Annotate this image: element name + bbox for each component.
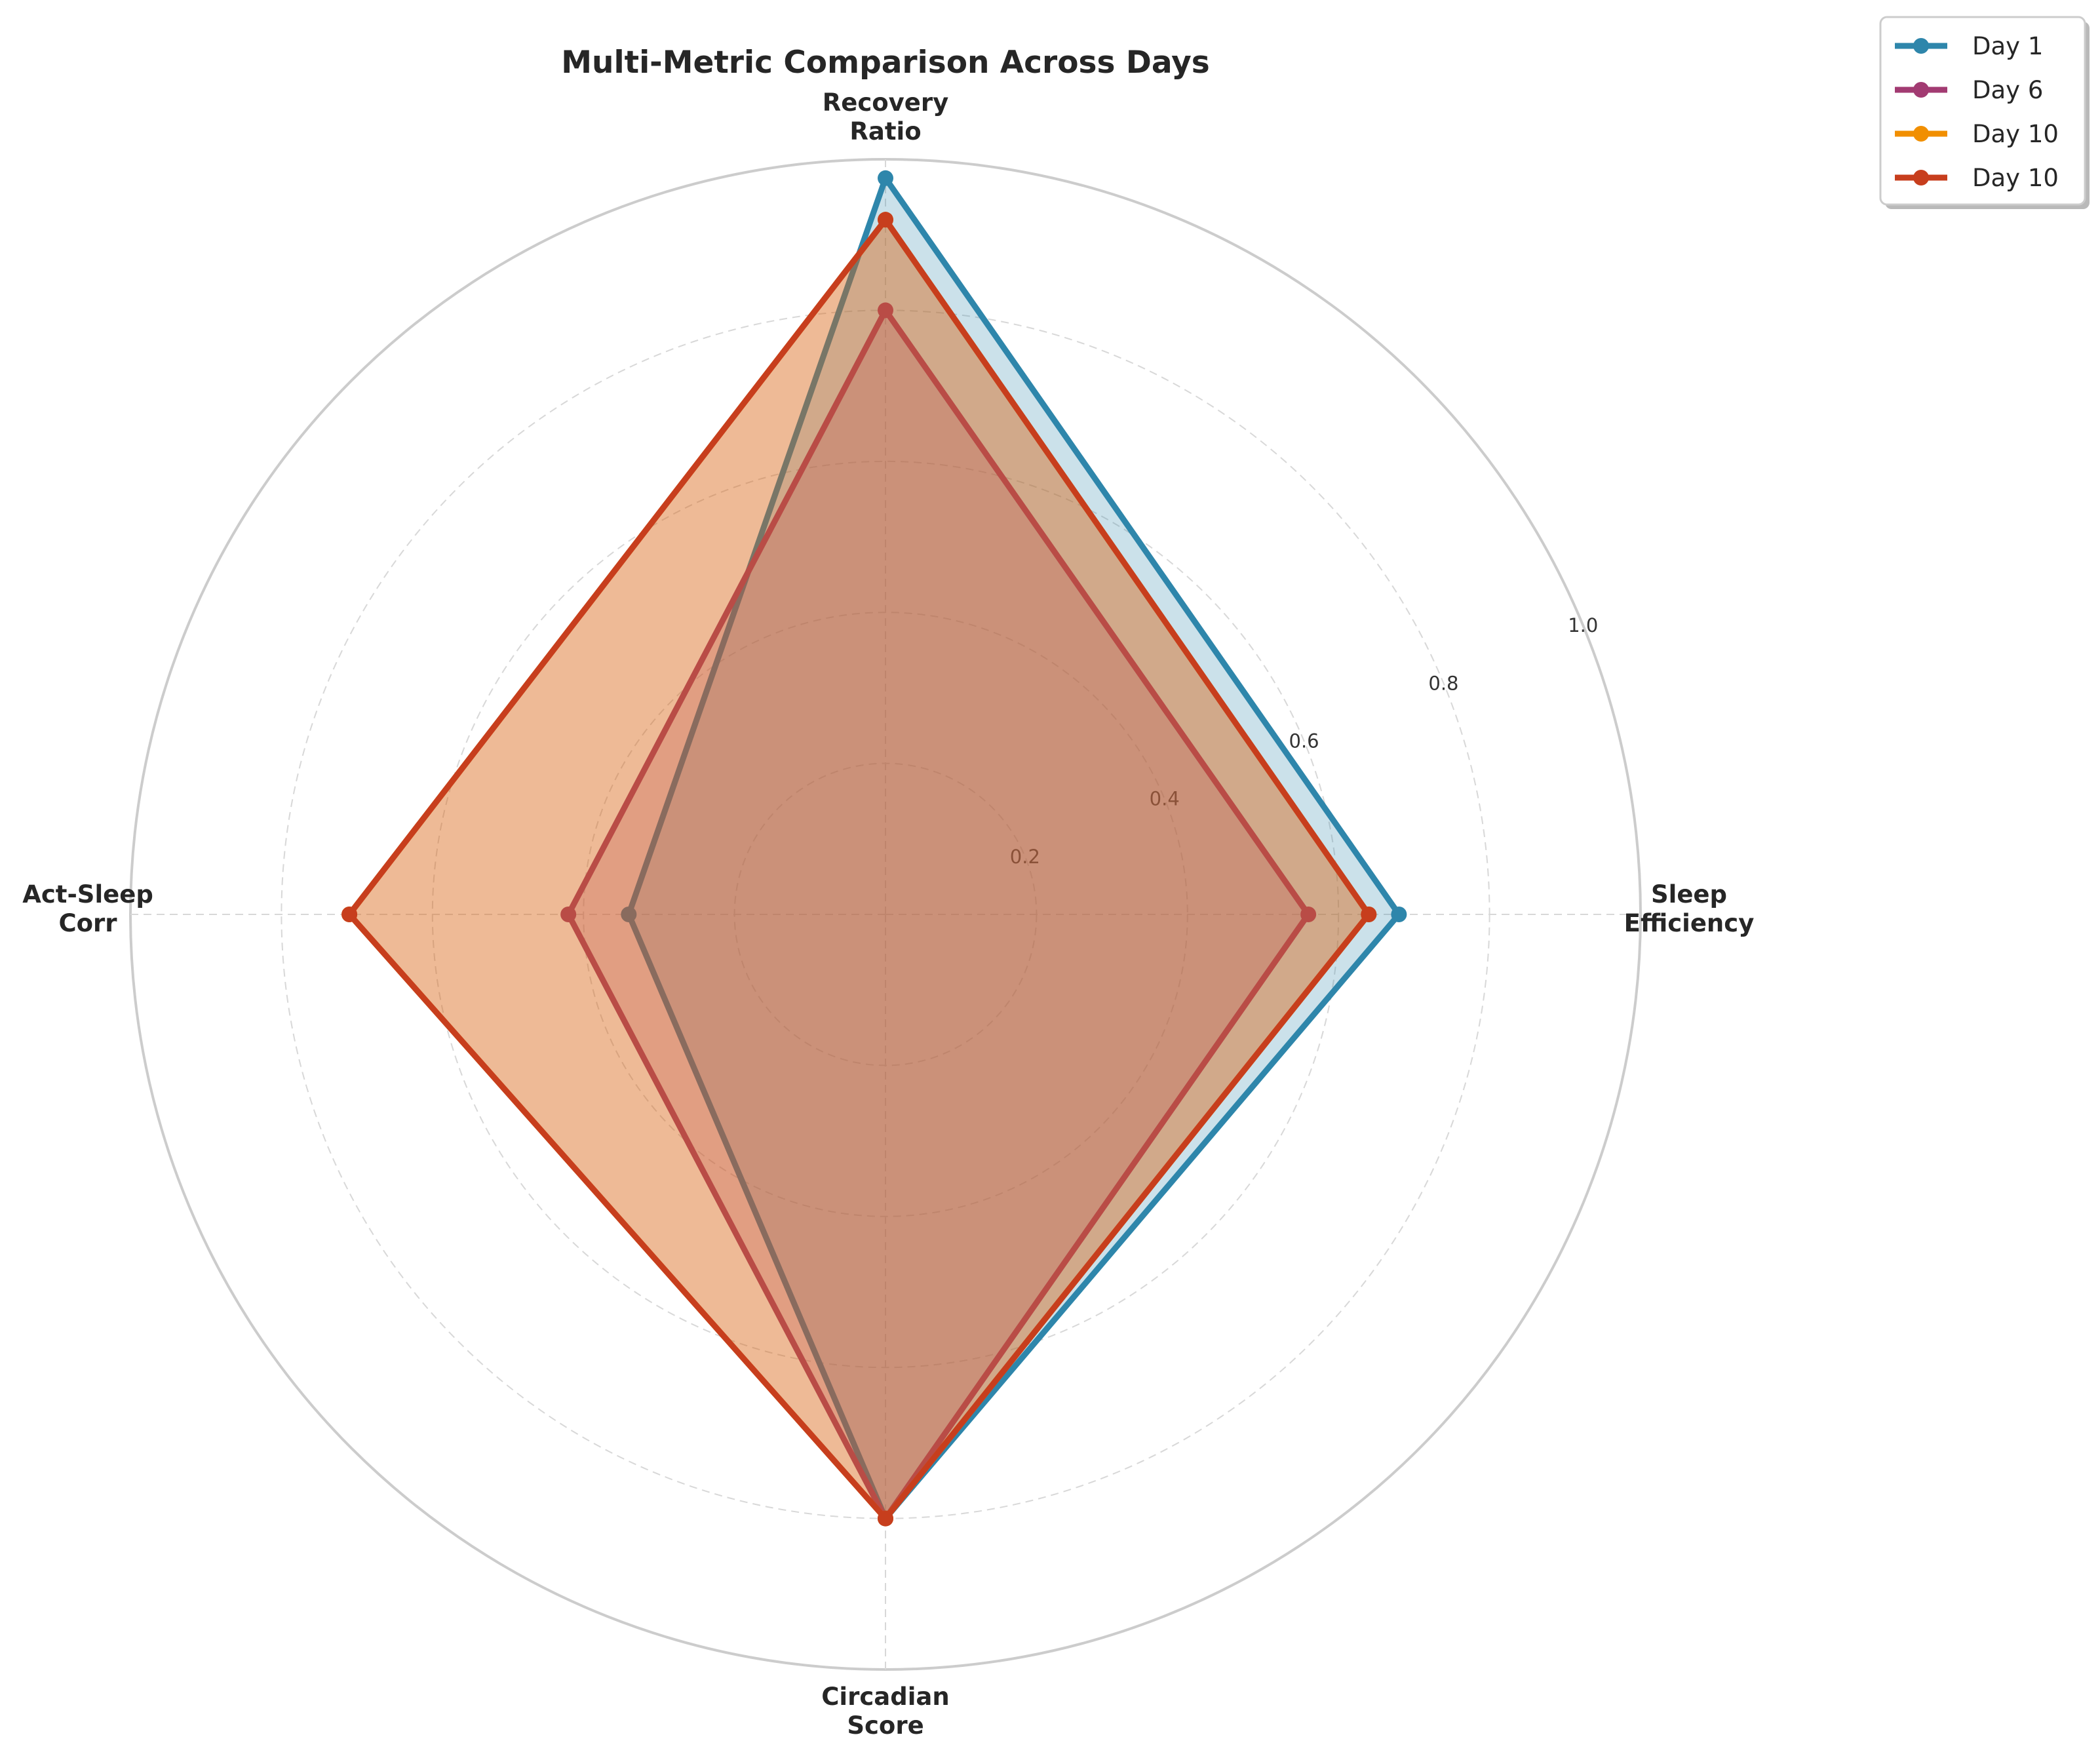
series-point: [621, 907, 637, 922]
legend-swatch-marker: [1913, 126, 1929, 142]
axis-label: Ratio: [849, 117, 921, 146]
r-tick-label: 0.8: [1428, 672, 1458, 694]
series-point: [878, 212, 893, 228]
series-point: [878, 1510, 893, 1527]
series-point: [878, 170, 893, 186]
series-layer: [341, 170, 1407, 1527]
axis-label: Act-Sleep: [22, 880, 153, 908]
series-point: [878, 302, 893, 319]
legend-swatch-marker: [1913, 38, 1929, 54]
r-tick-label: 1.0: [1568, 614, 1598, 636]
series-fill: [349, 220, 1369, 1519]
r-tick-label: 0.6: [1289, 730, 1319, 752]
axis-label: Recovery: [823, 88, 949, 117]
legend-label: Day 10: [1972, 120, 2059, 148]
axis-label: Circadian: [821, 1683, 949, 1711]
series-fill: [568, 310, 1309, 1519]
series-point: [1391, 907, 1407, 922]
legend-swatch-marker: [1913, 170, 1929, 186]
series-point: [1300, 907, 1317, 922]
axis-label: Score: [847, 1711, 924, 1740]
series-point: [1361, 907, 1377, 922]
series-fill: [629, 178, 1399, 1519]
r-tick-label: 0.2: [1010, 846, 1040, 868]
series-fill: [349, 220, 1369, 1519]
chart-title: Multi-Metric Comparison Across Days: [561, 45, 1209, 81]
legend: Day 1 Day 6 Day 10 Day 10: [1879, 16, 2090, 209]
axis-label: Sleep: [1651, 880, 1727, 908]
series-point: [341, 907, 358, 922]
series-point: [560, 907, 577, 922]
legend-swatch-marker: [1913, 82, 1929, 98]
axis-label: Efficiency: [1624, 909, 1755, 937]
legend-label: Day 1: [1972, 32, 2043, 60]
legend-box: [1879, 16, 2086, 206]
legend-label: Day 10: [1972, 164, 2059, 192]
r-tick-label: 0.4: [1150, 788, 1180, 810]
axis-label: Corr: [58, 909, 117, 937]
legend-label: Day 6: [1972, 76, 2043, 104]
